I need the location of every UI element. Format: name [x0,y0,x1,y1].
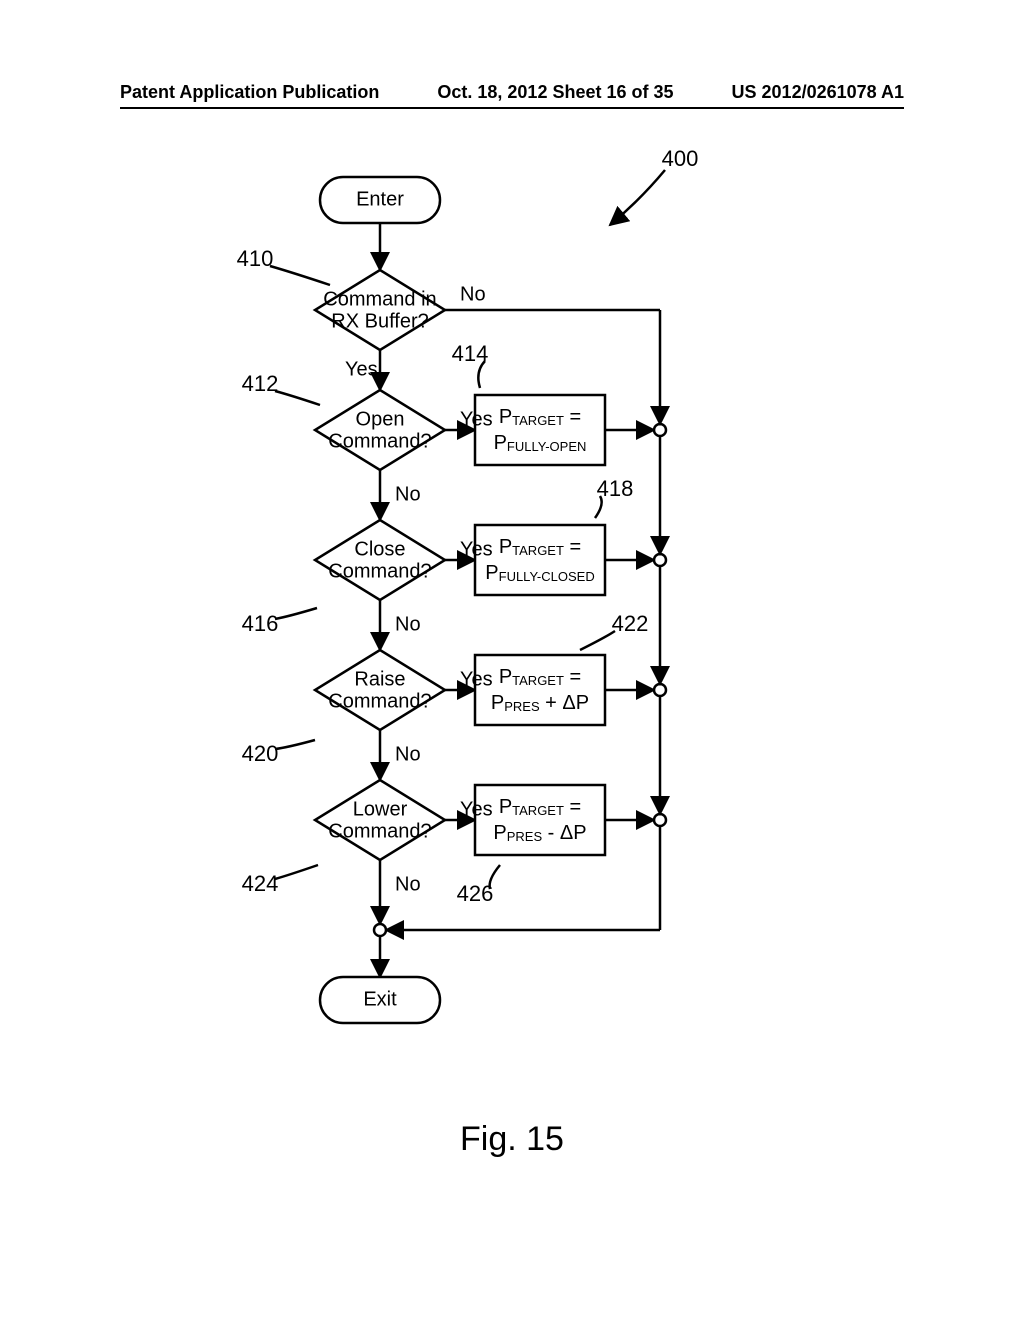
svg-text:Yes: Yes [345,358,378,380]
svg-text:No: No [395,873,421,895]
svg-text:400: 400 [662,146,699,171]
svg-text:410: 410 [237,246,274,271]
svg-text:Lower: Lower [353,798,408,820]
svg-text:418: 418 [597,476,634,501]
svg-text:No: No [395,613,421,635]
page: Patent Application Publication Oct. 18, … [0,0,1024,1320]
svg-text:Command?: Command? [328,820,431,842]
header-right: US 2012/0261078 A1 [732,82,904,103]
svg-text:Yes: Yes [460,798,493,820]
svg-text:No: No [460,283,486,305]
figure-label: Fig. 15 [0,1120,1024,1159]
svg-text:Exit: Exit [363,988,397,1010]
svg-text:No: No [395,743,421,765]
svg-text:422: 422 [612,611,649,636]
svg-text:Close: Close [354,538,405,560]
svg-text:Yes: Yes [460,408,493,430]
svg-text:Raise: Raise [354,668,405,690]
svg-text:Yes: Yes [460,538,493,560]
flowchart-container: EnterCommand inRX Buffer?OpenCommand?PTA… [0,130,1024,1230]
svg-text:416: 416 [242,611,279,636]
flowchart-svg: EnterCommand inRX Buffer?OpenCommand?PTA… [0,130,1024,1130]
svg-text:426: 426 [457,881,494,906]
svg-text:No: No [395,483,421,505]
header-center: Oct. 18, 2012 Sheet 16 of 35 [437,82,673,103]
svg-text:Enter: Enter [356,188,404,210]
svg-text:Command in: Command in [323,288,436,310]
svg-text:420: 420 [242,741,279,766]
svg-text:Yes: Yes [460,668,493,690]
svg-text:Open: Open [356,408,405,430]
svg-text:424: 424 [242,871,279,896]
svg-text:412: 412 [242,371,279,396]
page-header: Patent Application Publication Oct. 18, … [120,82,904,109]
svg-text:Command?: Command? [328,430,431,452]
svg-text:Command?: Command? [328,560,431,582]
svg-text:RX Buffer?: RX Buffer? [331,310,428,332]
header-left: Patent Application Publication [120,82,379,103]
svg-text:Command?: Command? [328,690,431,712]
